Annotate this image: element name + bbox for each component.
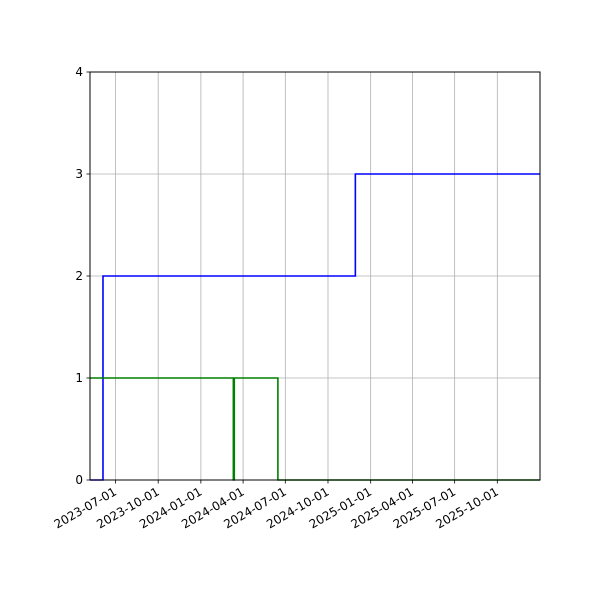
y-tick-label: 4 bbox=[75, 65, 83, 79]
y-axis: 0 1 2 3 4 bbox=[75, 65, 90, 487]
y-tick-label: 3 bbox=[75, 167, 83, 181]
series-line-2 bbox=[90, 377, 540, 481]
y-tick-label: 1 bbox=[75, 371, 83, 385]
y-tick-label: 2 bbox=[75, 269, 83, 283]
y-tick-label: 0 bbox=[75, 473, 83, 487]
